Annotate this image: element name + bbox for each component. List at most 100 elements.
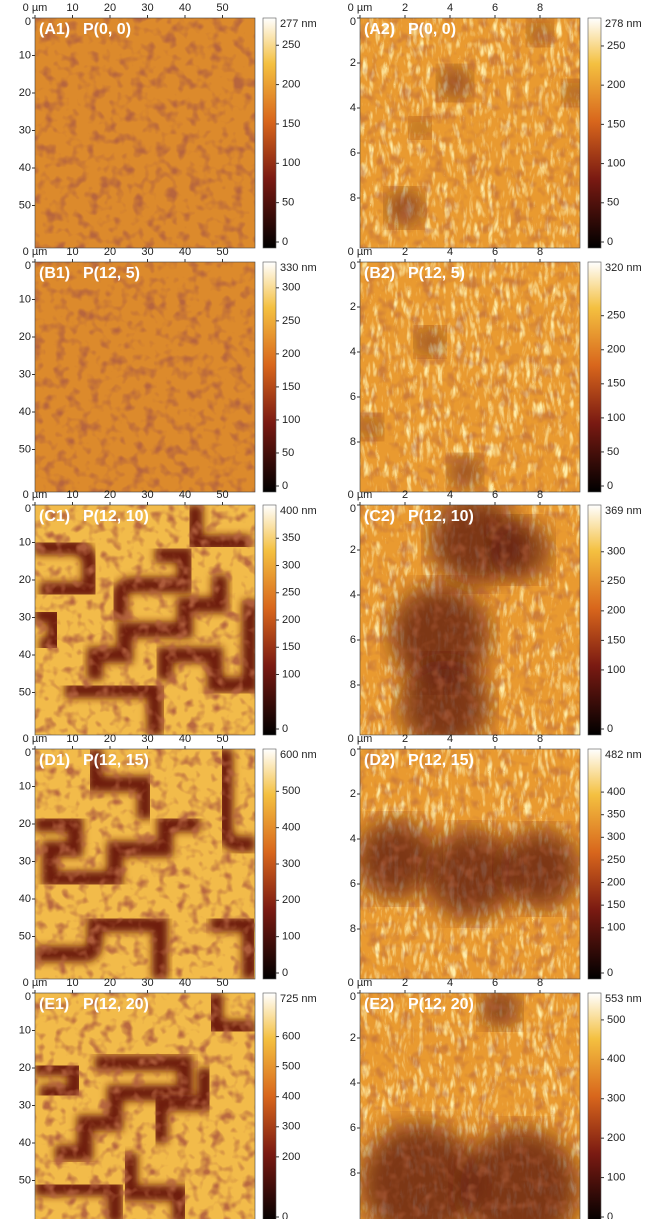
y-tick-label: 2: [350, 57, 356, 69]
afm-image: [35, 505, 255, 735]
colorbar-tick-label: 100: [607, 157, 625, 169]
x-tick-label: 50: [216, 733, 228, 745]
panel-label: (C1): [39, 508, 70, 525]
afm-image: [360, 495, 580, 750]
panel-label: (B2): [364, 265, 395, 282]
x-tick-label: 6: [492, 977, 498, 989]
colorbar: [588, 18, 601, 248]
colorbar-tick-label: 200: [607, 876, 625, 888]
y-tick-label: 0: [350, 991, 356, 1003]
image-spots: [35, 749, 255, 979]
colorbar-tick-label: 50: [282, 447, 294, 459]
colorbar-tick-label: 300: [607, 546, 625, 558]
y-tick-label: 4: [350, 102, 356, 114]
panel-label: (E2): [364, 996, 394, 1013]
colorbar-max: 277 nm: [280, 18, 317, 30]
afm-panel: (C1)P(12, 10)0 µm10203040500102030405040…: [19, 489, 317, 735]
y-tick-label: 50: [19, 443, 31, 455]
colorbar-tick-label: 0: [607, 480, 613, 492]
colorbar-tick-label: 500: [282, 1061, 300, 1073]
x-tick-label: 20: [104, 733, 116, 745]
y-tick-label: 4: [350, 346, 356, 358]
y-tick-label: 6: [350, 634, 356, 646]
y-tick-label: 8: [350, 436, 356, 448]
x-tick-label: 50: [216, 246, 228, 258]
afm-panel: (C2)P(12, 10)0 µm246802468369 nm30025020…: [348, 489, 642, 750]
colorbar-tick-label: 100: [607, 664, 625, 676]
y-tick-label: 6: [350, 878, 356, 890]
colorbar-max: 725 nm: [280, 993, 317, 1005]
colorbar-tick-label: 50: [607, 197, 619, 209]
colorbar-tick-label: 200: [282, 79, 300, 91]
colorbar: [588, 749, 601, 979]
x-tick-label: 6: [492, 2, 498, 14]
y-tick-label: 40: [19, 1137, 31, 1149]
colorbar-tick-label: 100: [282, 157, 300, 169]
x-tick-label: 6: [492, 733, 498, 745]
colorbar-tick-label: 0: [607, 723, 613, 735]
x-tick-label: 30: [141, 2, 153, 14]
colorbar-tick-label: 250: [607, 40, 625, 52]
colorbar-tick-label: 150: [607, 899, 625, 911]
colorbar-tick-label: 100: [607, 922, 625, 934]
y-tick-label: 4: [350, 1077, 356, 1089]
colorbar-tick-label: 350: [607, 809, 625, 821]
x-tick-label: 0 µm: [348, 489, 373, 501]
x-tick-label: 2: [402, 489, 408, 501]
y-tick-label: 50: [19, 199, 31, 211]
afm-panel: (E2)P(12, 20)0 µm246802468553 nm50040030…: [348, 977, 642, 1219]
colorbar-tick-label: 500: [607, 1014, 625, 1026]
x-tick-label: 30: [141, 733, 153, 745]
y-tick-label: 30: [19, 368, 31, 380]
colorbar-max: 330 nm: [280, 262, 317, 274]
x-tick-label: 4: [447, 246, 453, 258]
colorbar-tick-label: 0: [282, 967, 288, 979]
colorbar-tick-label: 200: [607, 605, 625, 617]
image-spots: [360, 505, 580, 735]
y-tick-label: 40: [19, 406, 31, 418]
panel-param: P(12, 15): [408, 752, 474, 769]
colorbar-tick-label: 300: [282, 559, 300, 571]
colorbar-max: 553 nm: [605, 993, 642, 1005]
colorbar-tick-label: 0: [282, 723, 288, 735]
panel-param: P(0, 0): [408, 21, 456, 38]
y-tick-label: 30: [19, 855, 31, 867]
x-tick-label: 40: [179, 246, 191, 258]
colorbar-tick-label: 200: [282, 894, 300, 906]
colorbar-tick-label: 300: [282, 858, 300, 870]
y-tick-label: 0: [25, 503, 31, 515]
x-tick-label: 0 µm: [23, 977, 48, 989]
colorbar-tick-label: 100: [282, 414, 300, 426]
panel-param: P(12, 15): [83, 752, 149, 769]
y-tick-label: 20: [19, 818, 31, 830]
x-tick-label: 50: [216, 977, 228, 989]
afm-panel: (B1)P(12, 5)0 µm102030405001020304050330…: [19, 246, 317, 492]
colorbar-max: 400 nm: [280, 505, 317, 517]
y-tick-label: 4: [350, 589, 356, 601]
x-tick-label: 4: [447, 489, 453, 501]
y-tick-label: 20: [19, 87, 31, 99]
colorbar-tick-label: 0: [282, 236, 288, 248]
x-tick-label: 2: [402, 733, 408, 745]
y-tick-label: 0: [350, 747, 356, 759]
x-tick-label: 0 µm: [23, 733, 48, 745]
afm-image: [360, 18, 587, 248]
image-spots: [35, 505, 255, 735]
colorbar-tick-label: 200: [607, 79, 625, 91]
x-tick-label: 40: [179, 733, 191, 745]
colorbar-max: 278 nm: [605, 18, 642, 30]
x-tick-label: 30: [141, 246, 153, 258]
y-tick-label: 4: [350, 833, 356, 845]
y-tick-label: 2: [350, 544, 356, 556]
image-spots: [360, 993, 580, 1219]
y-tick-label: 10: [19, 1024, 31, 1036]
y-tick-label: 2: [350, 301, 356, 313]
y-tick-label: 0: [350, 260, 356, 272]
panel-label: (C2): [364, 508, 395, 525]
y-tick-label: 0: [350, 16, 356, 28]
colorbar-tick-label: 400: [607, 786, 625, 798]
colorbar-tick-label: 100: [607, 412, 625, 424]
colorbar-tick-label: 50: [282, 197, 294, 209]
